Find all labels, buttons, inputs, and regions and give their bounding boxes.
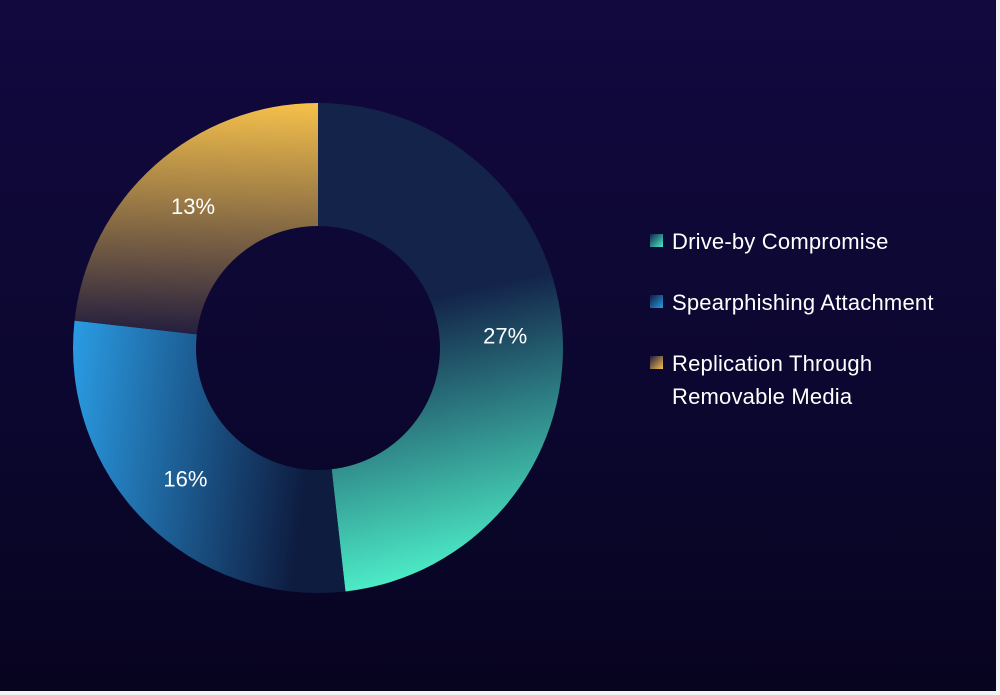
slice-value-label: 13% <box>171 194 215 219</box>
legend-item-spearphishing-attachment: Spearphishing Attachment <box>650 286 990 319</box>
slice-value-label: 16% <box>163 466 207 491</box>
legend-swatch <box>650 234 663 247</box>
legend-item-replication-through-removable-media: Replication Through Removable Media <box>650 347 990 413</box>
chart-legend: Drive-by Compromise Spearphishing Attach… <box>650 225 990 441</box>
legend-swatch <box>650 295 663 308</box>
legend-swatch <box>650 356 663 369</box>
legend-label: Spearphishing Attachment <box>672 290 934 315</box>
donut-chart: 27% 16% 13% <box>73 103 563 593</box>
slice-value-label: 27% <box>483 323 527 348</box>
legend-item-drive-by-compromise: Drive-by Compromise <box>650 225 990 258</box>
donut-slice-spearphishing-attachment <box>73 320 346 593</box>
donut-slice-replication-through-removable-media <box>74 103 318 335</box>
donut-slice-drive-by-compromise <box>318 103 563 592</box>
legend-label: Drive-by Compromise <box>672 229 889 254</box>
legend-label: Replication Through Removable Media <box>672 351 873 409</box>
